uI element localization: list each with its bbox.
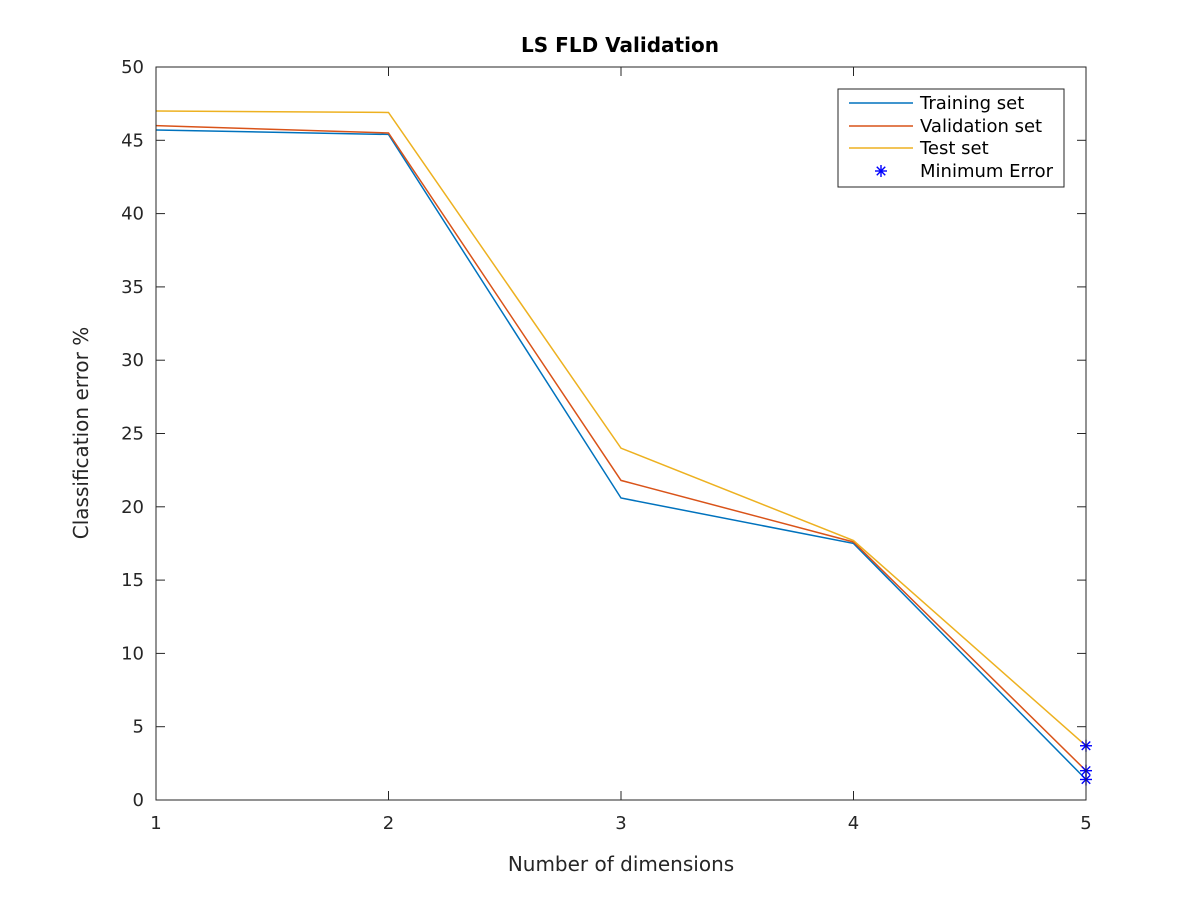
series-line-training-set [155, 129, 1087, 781]
legend-label: Minimum Error [920, 161, 1054, 182]
y-tick-label: 10 [121, 643, 144, 664]
x-tick-label: 3 [615, 813, 626, 834]
series-line-validation-set [155, 124, 1087, 772]
series-layer [155, 110, 1087, 781]
chart-title: LS FLD Validation [521, 33, 719, 57]
y-tick-label: 0 [133, 790, 144, 811]
y-tick-label: 20 [121, 497, 144, 518]
y-tick-label: 40 [121, 204, 144, 225]
legend-marker-swatch [875, 165, 887, 177]
y-tick-label: 50 [121, 57, 144, 78]
y-tick-label: 25 [121, 424, 144, 445]
y-tick-label: 30 [121, 350, 144, 371]
y-tick-label: 15 [121, 570, 144, 591]
x-tick-label: 2 [383, 813, 394, 834]
x-tick-label: 5 [1080, 813, 1091, 834]
y-tick-label: 45 [121, 130, 144, 151]
y-tick-label: 35 [121, 277, 144, 298]
series-line-test-set [155, 110, 1087, 747]
axes-background [156, 67, 1086, 800]
legend-label: Test set [919, 138, 989, 159]
x-tick-label: 1 [150, 813, 161, 834]
legend-label: Training set [919, 93, 1024, 114]
x-tick-label: 4 [848, 813, 859, 834]
y-axis-title: Classification error % [69, 327, 93, 539]
x-axis-title: Number of dimensions [508, 852, 734, 876]
y-tick-label: 5 [133, 717, 144, 738]
legend-label: Validation set [920, 116, 1042, 137]
